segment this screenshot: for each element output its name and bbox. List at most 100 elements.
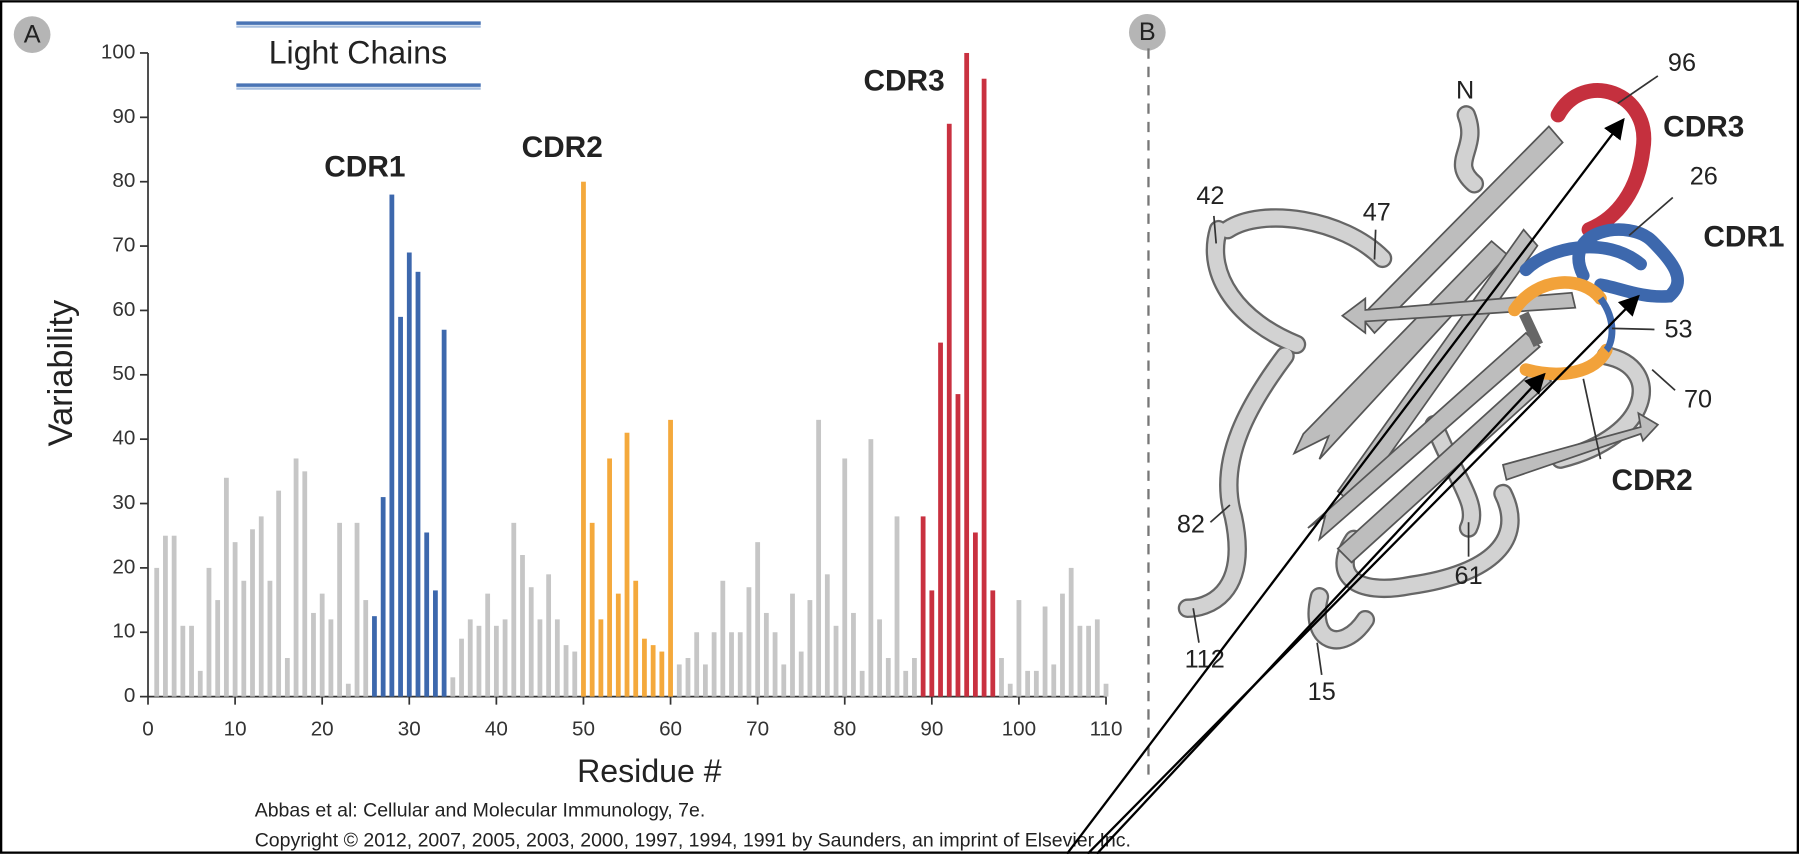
bar: [624, 432, 630, 697]
bar: [258, 516, 264, 697]
bar: [241, 580, 247, 697]
x-tick-label: 100: [1002, 717, 1036, 740]
bar: [755, 542, 761, 697]
x-tick-label: 90: [920, 717, 943, 740]
bar: [589, 522, 595, 697]
bar: [946, 123, 952, 697]
bar: [868, 439, 874, 697]
y-tick-label: 30: [112, 491, 135, 514]
bar: [319, 593, 325, 697]
bar: [1051, 664, 1057, 697]
x-tick-label: 110: [1090, 717, 1123, 740]
bar: [1007, 683, 1013, 697]
bar: [406, 252, 412, 697]
bar: [859, 670, 865, 697]
bar: [180, 625, 186, 697]
x-tick-label: 30: [398, 717, 421, 740]
bar: [903, 670, 909, 697]
bar: [450, 677, 456, 697]
bar: [711, 632, 717, 697]
bar: [389, 194, 395, 697]
y-tick-label: 40: [112, 427, 135, 450]
bar: [790, 593, 795, 697]
bar: [189, 625, 194, 697]
bar: [267, 580, 273, 697]
y-tick-label: 80: [112, 169, 135, 192]
bar: [206, 567, 212, 697]
diagram-label: 47: [1363, 198, 1391, 226]
bar: [1068, 567, 1074, 697]
bar: [746, 587, 752, 697]
diagram-label: N: [1456, 77, 1474, 105]
bar: [511, 522, 517, 697]
bar: [363, 600, 369, 697]
diagram-label: CDR3: [1663, 111, 1744, 144]
y-tick-label: 100: [101, 40, 135, 63]
bar: [816, 419, 822, 697]
diagram-label: 26: [1690, 163, 1718, 191]
bar: [563, 645, 569, 697]
bar: [885, 658, 891, 697]
bar: [293, 458, 299, 697]
bar: [668, 419, 673, 697]
bar: [598, 619, 604, 697]
bar: [990, 590, 996, 697]
diagram-label: 70: [1684, 385, 1712, 413]
bar: [284, 658, 290, 697]
bar: [938, 342, 943, 697]
x-tick-label: 60: [659, 717, 682, 740]
diagram-label: 112: [1185, 646, 1225, 674]
bar: [842, 458, 848, 697]
diagram-label: 15: [1308, 678, 1336, 706]
bar: [215, 600, 221, 697]
bar: [877, 619, 882, 697]
bar: [441, 329, 447, 697]
diagram-label: 96: [1668, 49, 1696, 77]
panel-label: B: [1139, 18, 1156, 46]
diagram-label: 53: [1664, 315, 1692, 343]
bar: [972, 532, 978, 697]
x-tick-label: 80: [833, 717, 856, 740]
bar: [572, 651, 578, 697]
bar: [1042, 606, 1048, 697]
bar: [154, 567, 160, 697]
bar: [694, 632, 700, 697]
bar: [537, 619, 543, 697]
x-tick-label: 50: [572, 717, 595, 740]
bar: [981, 78, 987, 697]
bar: [171, 535, 177, 697]
bar: [894, 516, 900, 697]
bar: [615, 593, 621, 697]
bar: [223, 477, 229, 697]
bar: [328, 619, 334, 697]
y-tick-label: 10: [112, 620, 135, 643]
bar: [528, 587, 534, 697]
bar: [955, 394, 961, 697]
bar: [607, 458, 612, 697]
bar: [337, 522, 343, 697]
bar: [763, 612, 769, 697]
bar: [1016, 600, 1022, 697]
y-tick-label: 60: [112, 298, 135, 321]
bar: [1060, 593, 1065, 697]
bar: [1094, 619, 1100, 697]
bar: [459, 638, 464, 697]
bar: [824, 574, 830, 697]
x-tick-label: 70: [746, 717, 769, 740]
panel-badge: [13, 16, 51, 53]
diagram-label: CDR2: [1612, 464, 1693, 497]
diagram-label: 82: [1177, 510, 1205, 538]
bar: [650, 645, 656, 697]
bar: [476, 625, 482, 697]
bar: [807, 600, 813, 697]
bar: [354, 522, 360, 697]
bar: [912, 658, 917, 697]
bar: [702, 664, 708, 697]
x-tick-label: 20: [311, 717, 334, 740]
y-tick-label: 90: [112, 105, 135, 128]
bar: [232, 542, 238, 697]
bar: [424, 532, 430, 697]
bar: [433, 590, 438, 697]
